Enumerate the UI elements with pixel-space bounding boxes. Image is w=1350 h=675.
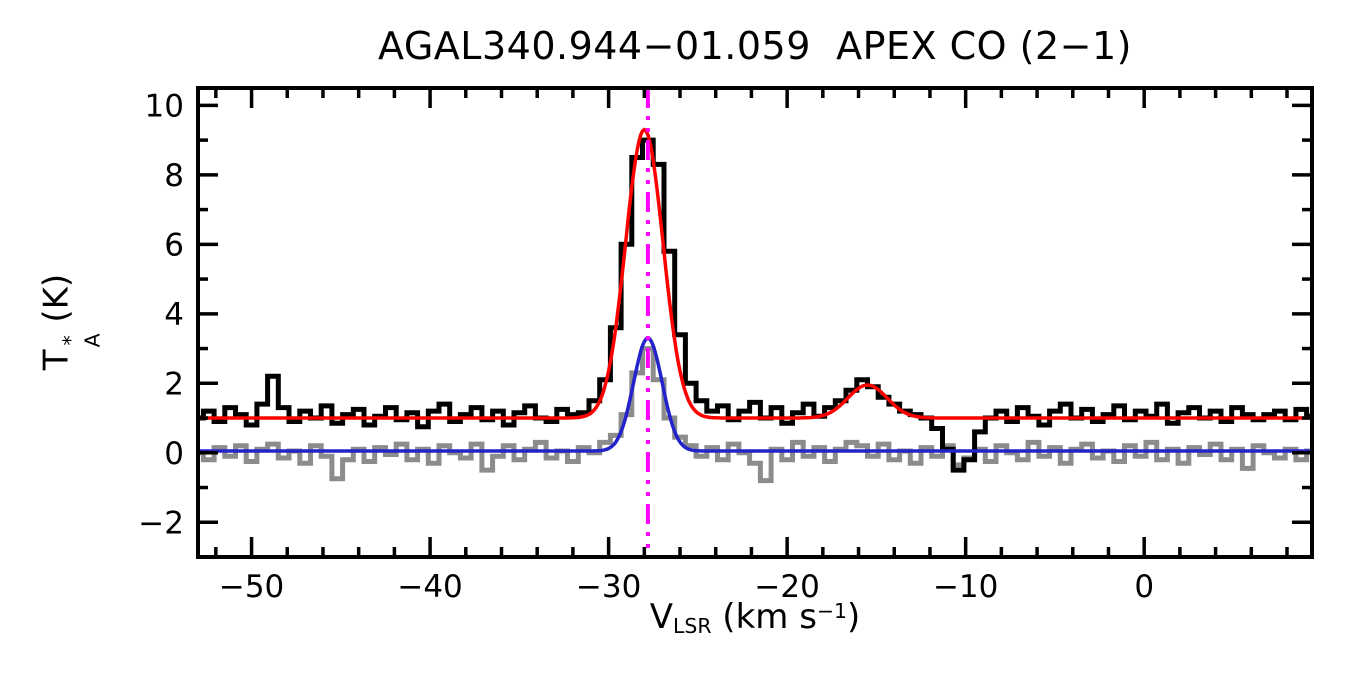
x-tick-label: −10 — [933, 569, 998, 605]
y-tick-label: 0 — [164, 436, 184, 472]
black-spectrum-trace — [198, 137, 1312, 473]
x-axis-label-sup: −1 — [816, 598, 847, 623]
y-tick-label: 8 — [164, 158, 184, 194]
red-gaussian-fit-curve — [198, 127, 1312, 420]
x-axis-label-sub: LSR — [673, 614, 712, 639]
y-tick-label: −2 — [138, 505, 184, 541]
x-tick-label: −30 — [576, 569, 641, 605]
plot-frame — [196, 86, 1314, 559]
y-tick-label: 10 — [145, 88, 184, 124]
x-tick-label: −40 — [397, 569, 462, 605]
y-tick-label: 6 — [164, 227, 184, 263]
x-tick-label: −50 — [219, 569, 284, 605]
axes-frame-group — [196, 86, 1314, 559]
y-tick-label: 4 — [164, 297, 184, 333]
plot-data-layer — [198, 88, 1312, 557]
blue-gaussian-fit-curve — [198, 336, 1312, 453]
x-axis-label-mid: (km s — [711, 597, 817, 637]
x-tick-label: 0 — [1134, 569, 1154, 605]
chart-title: AGAL340.944−01.059 APEX CO (2−1) — [378, 24, 1132, 68]
y-tick-label: 2 — [164, 366, 184, 402]
x-axis-label-base: V — [649, 597, 674, 637]
gray-spectrum-trace — [198, 346, 1312, 484]
x-tick-label: −20 — [754, 569, 819, 605]
x-axis-label-end: ) — [846, 597, 861, 637]
x-axis-label: VLSR (km s−1) — [198, 597, 1312, 638]
